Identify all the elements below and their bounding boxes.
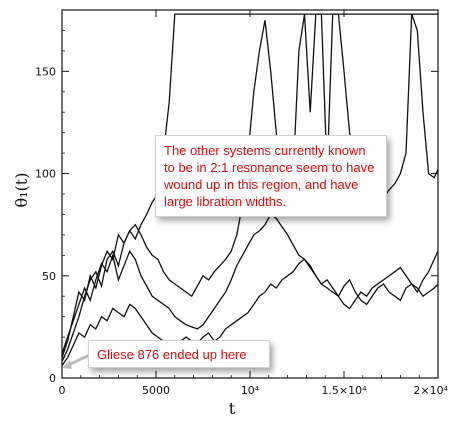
x-tick-label-3: 1.5×10⁴ (321, 384, 367, 397)
y-tick-label-1: 50 (42, 270, 56, 283)
x-axis-title: t (229, 399, 236, 418)
y-axis-title: θ₁(t) (12, 173, 31, 208)
annotation-gliese-876: Gliese 876 ended up here (88, 340, 270, 368)
y-tick-label-3: 150 (35, 65, 56, 78)
y-tick-label-2: 100 (35, 168, 56, 181)
annotation-arrow-head (62, 360, 72, 369)
annotation-resonance-region: The other systems currently known to be … (155, 135, 387, 217)
series-line-3 (62, 213, 438, 354)
x-tick-label-0: 0 (59, 384, 66, 397)
y-tick-label-0: 0 (49, 372, 56, 385)
x-tick-label-2: 10⁴ (241, 384, 260, 397)
series-line-4 (62, 258, 438, 367)
ticks-group: 0 5000 10⁴ 1.5×10⁴ 2×10⁴ 0 50 100 150 (35, 10, 449, 397)
x-tick-label-1: 5000 (142, 384, 170, 397)
x-tick-label-4: 2×10⁴ (413, 384, 448, 397)
